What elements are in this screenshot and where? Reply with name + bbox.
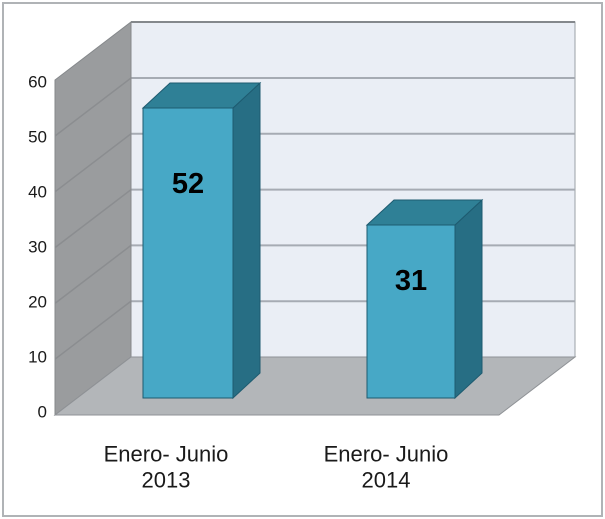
y-tick-10: 10: [28, 348, 47, 367]
y-tick-20: 20: [28, 293, 47, 312]
category-2014-line1: Enero- Junio: [324, 442, 449, 467]
y-tick-40: 40: [28, 183, 47, 202]
y-tick-50: 50: [28, 128, 47, 147]
bar-2014-front-face: [366, 224, 456, 399]
left-wall-gridlines: [54, 77, 132, 360]
y-tick-0: 0: [38, 403, 47, 422]
x-axis-category-labels: Enero- Junio 2013 Enero- Junio 2014: [104, 442, 449, 493]
bar-2014-side-face: [454, 198, 483, 400]
bar-2013-value-label: 52: [172, 168, 204, 200]
bar-2013-front-face: [142, 107, 234, 399]
plot-floor: [53, 356, 577, 416]
category-2013-line1: Enero- Junio: [104, 442, 229, 467]
bar-2013: 52: [141, 81, 262, 400]
bar-2013-side-face: [232, 81, 261, 400]
y-tick-30: 30: [28, 238, 47, 257]
y-tick-60: 60: [28, 73, 47, 92]
bar-2014: 31: [365, 198, 484, 400]
category-2014-line2: 2014: [362, 468, 411, 493]
bar-2014-value-label: 31: [395, 265, 427, 297]
y-axis-tick-labels: 60 50 40 30 20 10 0: [28, 73, 47, 422]
category-2013-line2: 2013: [142, 468, 191, 493]
